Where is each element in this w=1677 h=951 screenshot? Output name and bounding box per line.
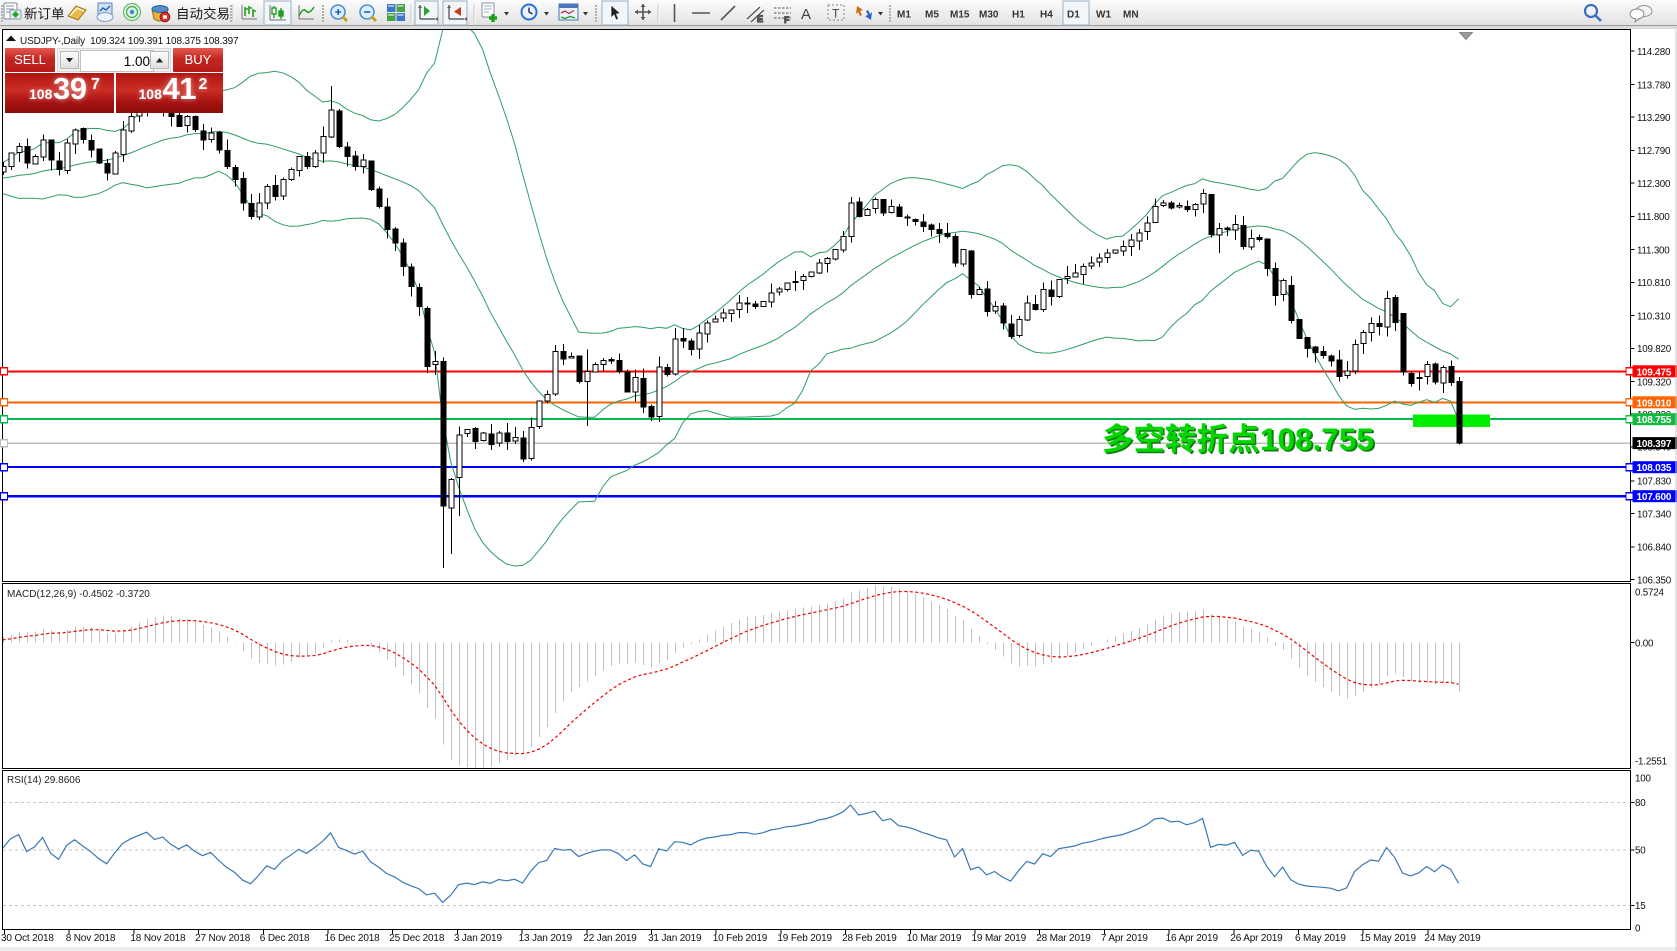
- svg-text:19 Mar 2019: 19 Mar 2019: [972, 933, 1027, 944]
- svg-text:110.310: 110.310: [1637, 311, 1671, 322]
- svg-text:27 Nov 2018: 27 Nov 2018: [195, 933, 251, 944]
- svg-text:16 Apr 2019: 16 Apr 2019: [1166, 933, 1219, 944]
- svg-text:106.840: 106.840: [1637, 543, 1672, 554]
- svg-text:108.035: 108.035: [1637, 463, 1672, 474]
- svg-text:6 May 2019: 6 May 2019: [1295, 933, 1346, 944]
- svg-text:112.790: 112.790: [1637, 146, 1671, 157]
- svg-text:0.00: 0.00: [1635, 638, 1654, 649]
- svg-text:6 Dec 2018: 6 Dec 2018: [260, 933, 310, 944]
- svg-text:USDJPY-,Daily 109.324 109.391: USDJPY-,Daily 109.324 109.391 108.375 10…: [20, 36, 239, 47]
- svg-text:26 Apr 2019: 26 Apr 2019: [1230, 933, 1283, 944]
- svg-text:0.5724: 0.5724: [1635, 588, 1665, 599]
- svg-text:10 Feb 2019: 10 Feb 2019: [713, 933, 768, 944]
- svg-text:15 May 2019: 15 May 2019: [1360, 933, 1417, 944]
- svg-text:8 Nov 2018: 8 Nov 2018: [66, 933, 116, 944]
- svg-text:106.350: 106.350: [1637, 575, 1672, 586]
- svg-text:112.300: 112.300: [1637, 179, 1671, 190]
- svg-text:114.280: 114.280: [1637, 47, 1671, 58]
- svg-text:100: 100: [1635, 773, 1651, 784]
- svg-text:109.320: 109.320: [1637, 377, 1672, 388]
- svg-text:7 Apr 2019: 7 Apr 2019: [1101, 933, 1148, 944]
- svg-text:-1.2551: -1.2551: [1635, 756, 1667, 767]
- svg-text:19 Feb 2019: 19 Feb 2019: [777, 933, 832, 944]
- svg-text:F: F: [784, 15, 790, 25]
- svg-text:113.290: 113.290: [1637, 113, 1671, 124]
- svg-text:W1: W1: [1096, 10, 1111, 21]
- svg-text:3 Jan 2019: 3 Jan 2019: [454, 933, 503, 944]
- svg-text:50: 50: [1635, 846, 1646, 857]
- svg-text:108.755: 108.755: [1260, 421, 1374, 457]
- svg-text:16 Dec 2018: 16 Dec 2018: [325, 933, 381, 944]
- svg-text:109.475: 109.475: [1637, 367, 1672, 378]
- svg-text:25 Dec 2018: 25 Dec 2018: [389, 933, 445, 944]
- svg-text:D1: D1: [1067, 10, 1080, 21]
- svg-text:30 Oct 2018: 30 Oct 2018: [1, 933, 54, 944]
- svg-text:109.010: 109.010: [1637, 398, 1672, 409]
- svg-text:108.755: 108.755: [1637, 415, 1672, 426]
- svg-text:24 May 2019: 24 May 2019: [1424, 933, 1481, 944]
- svg-text:15: 15: [1635, 901, 1646, 912]
- svg-text:111.800: 111.800: [1637, 212, 1670, 223]
- svg-text:107.830: 107.830: [1637, 477, 1672, 488]
- svg-text:T: T: [832, 7, 840, 21]
- svg-text:80: 80: [1635, 798, 1646, 809]
- svg-text:MN: MN: [1123, 10, 1139, 21]
- svg-text:108.397: 108.397: [1637, 439, 1672, 450]
- svg-text:22 Jan 2019: 22 Jan 2019: [583, 933, 637, 944]
- svg-text:M5: M5: [925, 10, 939, 21]
- svg-text:28 Mar 2019: 28 Mar 2019: [1036, 933, 1091, 944]
- svg-text:18 Nov 2018: 18 Nov 2018: [130, 933, 186, 944]
- svg-text:A: A: [801, 6, 811, 23]
- svg-text:H1: H1: [1012, 10, 1025, 21]
- svg-text:M1: M1: [897, 10, 911, 21]
- svg-text:108.755: 108.755: [1262, 423, 1376, 459]
- svg-text:E: E: [757, 14, 763, 24]
- svg-text:MACD(12,26,9) -0.4502 -0.3720: MACD(12,26,9) -0.4502 -0.3720: [7, 589, 150, 600]
- svg-text:M30: M30: [979, 10, 999, 21]
- svg-text:107.340: 107.340: [1637, 509, 1672, 520]
- svg-text:10 Mar 2019: 10 Mar 2019: [907, 933, 962, 944]
- svg-text:109.820: 109.820: [1637, 344, 1672, 355]
- svg-text:H4: H4: [1040, 10, 1053, 21]
- svg-text:110.810: 110.810: [1637, 278, 1671, 289]
- svg-text:113.780: 113.780: [1637, 80, 1671, 91]
- svg-text:111.300: 111.300: [1637, 246, 1670, 257]
- svg-text:31 Jan 2019: 31 Jan 2019: [648, 933, 702, 944]
- svg-text:28 Feb 2019: 28 Feb 2019: [842, 933, 897, 944]
- svg-text:M15: M15: [950, 10, 970, 21]
- svg-text:RSI(14) 29.8606: RSI(14) 29.8606: [7, 775, 81, 786]
- svg-text:13 Jan 2019: 13 Jan 2019: [519, 933, 573, 944]
- svg-text:0: 0: [1635, 923, 1641, 934]
- svg-text:107.600: 107.600: [1637, 492, 1672, 503]
